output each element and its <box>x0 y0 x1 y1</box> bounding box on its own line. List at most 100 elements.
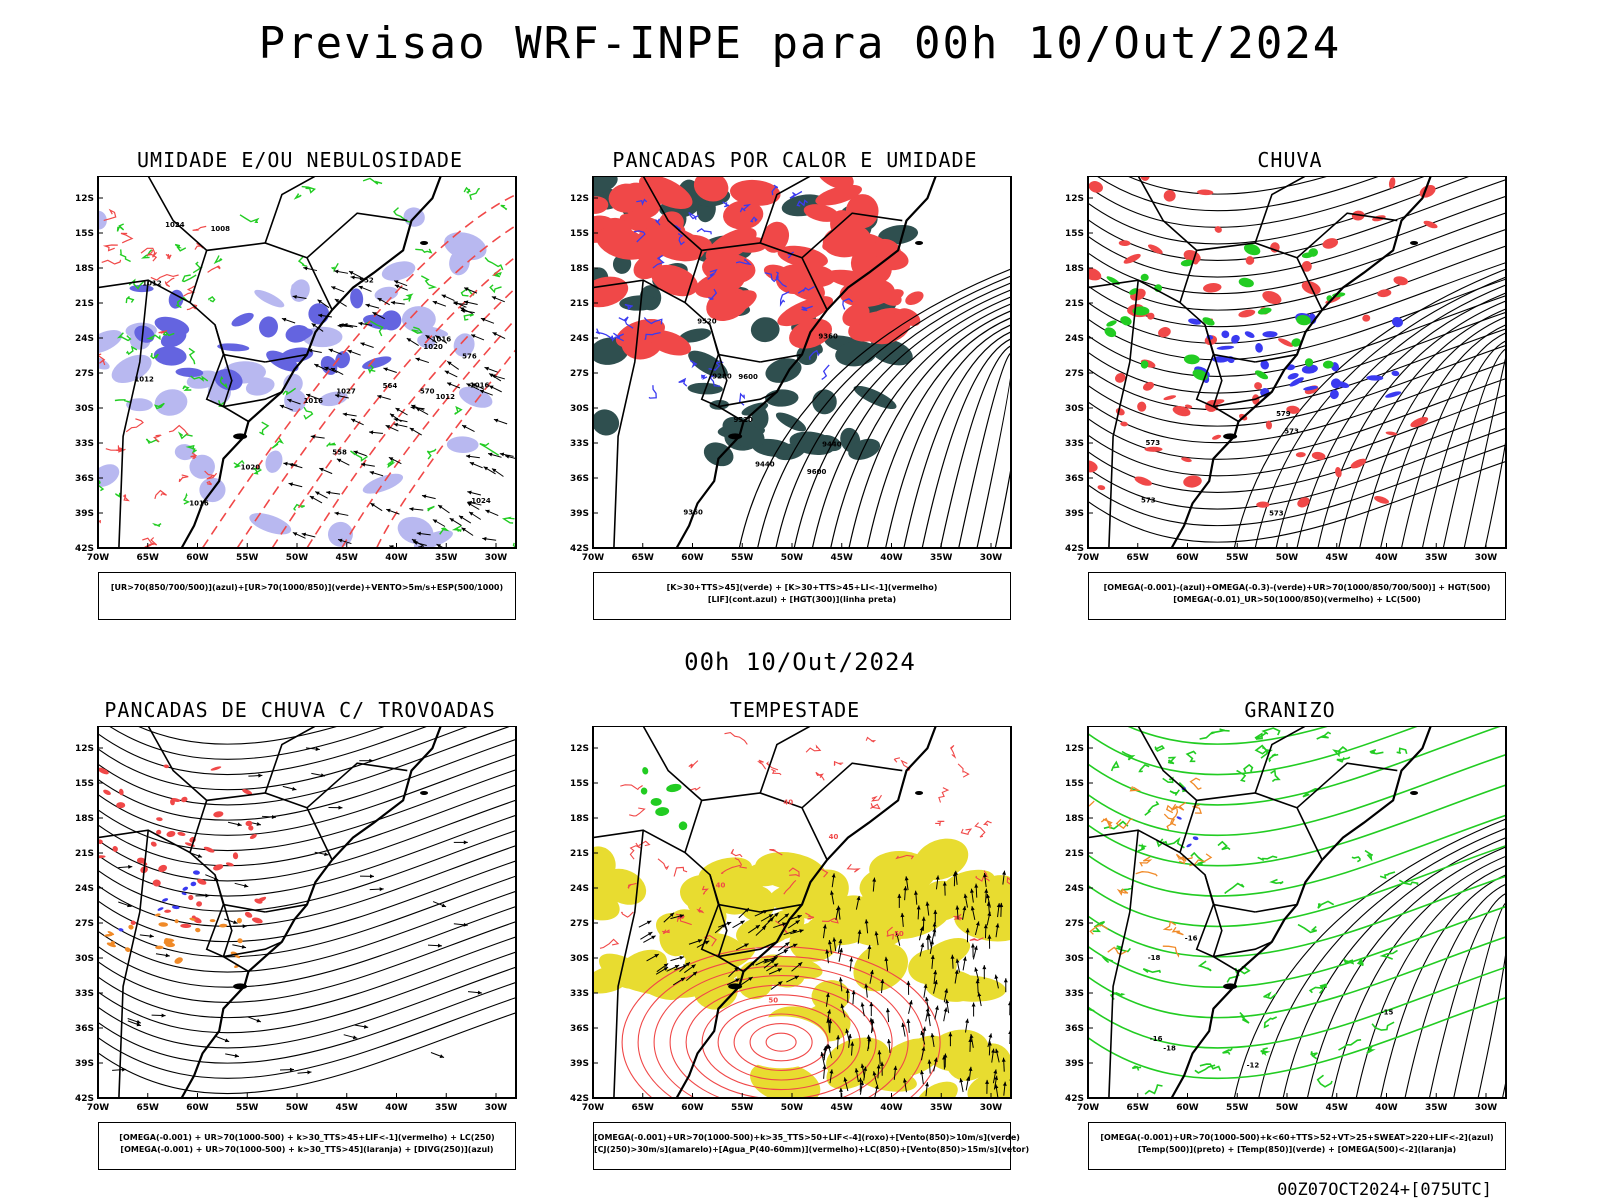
contour-fragment <box>454 405 463 415</box>
contour-fragment <box>657 858 670 870</box>
contour-label: 1020 <box>241 464 261 472</box>
wind-vector <box>985 1079 990 1094</box>
field-patch <box>853 942 909 992</box>
wind-vector <box>866 1034 871 1049</box>
wind-vector <box>970 888 974 903</box>
contour-label: 50 <box>894 930 904 938</box>
vector-head <box>360 342 365 347</box>
contour-fragment <box>620 784 643 791</box>
legend-line: [LIF](cont.azul) + [HGT(300)](linha pret… <box>707 595 897 604</box>
wind-vector <box>483 466 496 475</box>
wind-vector <box>640 931 653 940</box>
vector-head <box>869 1002 874 1007</box>
wind-vector <box>932 922 937 937</box>
contour-fragment <box>1107 946 1128 956</box>
vector-head <box>792 943 798 948</box>
vector-head <box>292 294 297 299</box>
contour-fragment <box>1089 924 1108 935</box>
field-patch <box>1186 843 1192 848</box>
contour-fragment <box>1109 992 1126 1000</box>
field-patch <box>285 325 310 343</box>
contour-fragment <box>1121 750 1136 761</box>
field-patch <box>190 881 197 887</box>
wind-vector <box>732 920 745 929</box>
isoline <box>98 726 513 806</box>
wind-vector <box>948 1032 953 1047</box>
wind-vector <box>311 772 326 778</box>
wind-vector <box>195 893 210 898</box>
wind-vector <box>670 955 685 962</box>
contour-fragment <box>1236 769 1247 783</box>
model-run-footer: 00Z07OCT2024+[075UTC] <box>1277 1180 1492 1200</box>
field-patch <box>593 409 620 436</box>
field-patch <box>1115 372 1126 383</box>
field-patch <box>1140 273 1149 281</box>
contour-fragment <box>627 882 637 889</box>
wind-vector <box>395 407 408 416</box>
temp850-green-west <box>1088 727 1419 1095</box>
contour-fragment <box>599 938 620 949</box>
field-patch <box>116 802 126 809</box>
vector-head <box>301 532 307 537</box>
wind-vector <box>347 349 361 356</box>
contour-fragment <box>1100 817 1112 830</box>
contour-fragment <box>1254 731 1268 740</box>
wind-vector <box>986 893 991 908</box>
vector-head <box>127 903 132 908</box>
contour-fragment <box>188 347 196 365</box>
wind-vector <box>343 323 358 328</box>
contour-fragment <box>500 204 508 211</box>
vector-head <box>867 944 872 950</box>
isoline <box>733 1013 829 1071</box>
country-border <box>147 176 208 251</box>
field-patch <box>1188 318 1201 325</box>
contour-label: 1012 <box>142 280 162 288</box>
vector-head <box>165 953 170 958</box>
wind-vector <box>415 357 430 364</box>
wind-vector <box>884 956 889 971</box>
vector-head <box>858 1077 863 1082</box>
field-patch <box>877 1038 931 1076</box>
vector-head <box>968 1066 973 1071</box>
wind-vector <box>777 913 790 923</box>
wind-vector <box>994 1084 999 1098</box>
isoline <box>1428 892 1506 1098</box>
wind-vector <box>261 815 277 820</box>
isoline <box>1505 372 1506 548</box>
vector-head <box>902 1078 907 1083</box>
wind-vector <box>874 931 879 946</box>
vector-head <box>242 924 247 929</box>
wind-vector <box>491 296 505 303</box>
field-patch <box>1393 276 1409 286</box>
contour-fragment <box>1101 956 1114 963</box>
map-frame <box>592 176 1012 549</box>
wind-vector <box>900 912 905 927</box>
wind-vector <box>666 964 680 972</box>
vector-head <box>986 893 991 899</box>
vector-head <box>922 1026 927 1031</box>
field-patch <box>678 821 688 831</box>
country-border <box>223 391 283 408</box>
contour-fragment <box>116 332 132 342</box>
wind-vector <box>334 511 349 516</box>
wind-vector <box>945 999 950 1014</box>
vector-head <box>348 271 354 275</box>
vector-head <box>825 949 830 954</box>
field-patch <box>608 183 644 213</box>
country-border <box>642 726 703 801</box>
wind-vector <box>303 266 318 272</box>
field-patch <box>213 811 224 818</box>
wind-vector <box>994 1048 1000 1063</box>
wind-vector <box>851 990 856 1005</box>
contour-label: 9520 <box>697 317 717 325</box>
contour-fragment <box>174 243 187 252</box>
contour-fragment <box>153 402 165 410</box>
vector-head <box>994 974 999 979</box>
vector-head <box>977 992 982 997</box>
vector-head <box>669 912 675 917</box>
country-border <box>684 792 828 861</box>
wind-vector <box>465 454 480 459</box>
wind-vector <box>301 532 316 538</box>
